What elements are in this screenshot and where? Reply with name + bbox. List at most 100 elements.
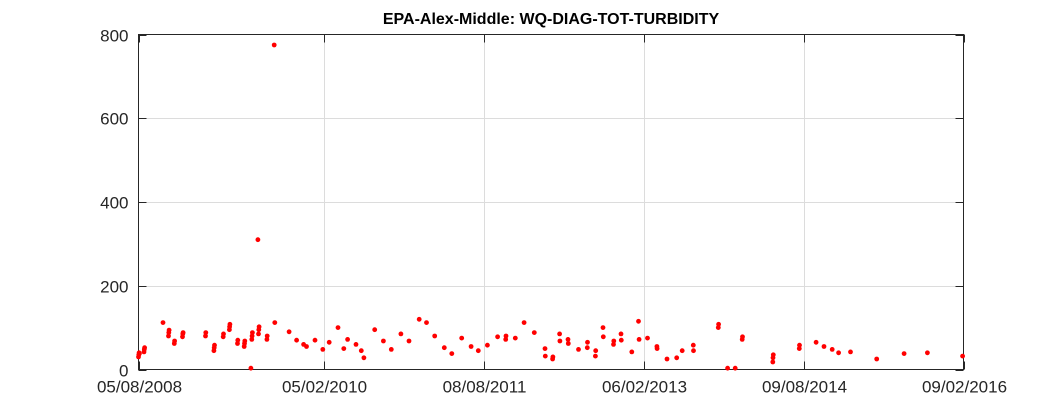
data-point	[398, 331, 404, 337]
data-point	[248, 365, 254, 371]
data-point	[531, 330, 537, 335]
y-tick-label: 200	[100, 278, 128, 297]
x-tick-label: 06/02/2013	[602, 378, 687, 397]
data-point	[716, 321, 721, 327]
data-point	[495, 334, 500, 340]
data-point	[585, 339, 590, 345]
data-point	[725, 365, 730, 371]
data-point	[142, 345, 148, 351]
data-point	[836, 350, 841, 356]
data-point	[521, 320, 527, 325]
data-point	[203, 330, 209, 335]
data-point	[341, 346, 347, 351]
data-point	[272, 320, 278, 325]
data-point	[829, 347, 835, 352]
data-point	[345, 337, 350, 342]
data-point	[813, 339, 819, 345]
data-point	[468, 344, 474, 349]
data-point	[740, 334, 745, 340]
data-point	[796, 346, 802, 351]
data-point	[286, 329, 292, 335]
data-point	[358, 348, 364, 354]
data-point	[304, 344, 309, 349]
data-point	[770, 359, 776, 365]
data-point	[512, 335, 518, 341]
data-point	[212, 342, 217, 348]
data-point	[565, 341, 571, 346]
x-tick-label: 09/02/2016	[922, 378, 1007, 397]
chart-title: EPA-Alex-Middle: WQ-DIAG-TOT-TURBIDITY	[383, 11, 720, 28]
data-point	[235, 337, 241, 343]
data-point	[160, 320, 166, 325]
data-point	[326, 339, 332, 345]
x-tick-label: 09/08/2014	[762, 378, 847, 397]
data-point	[459, 335, 465, 341]
data-point	[256, 331, 261, 337]
data-point	[449, 351, 455, 356]
data-point	[600, 325, 606, 330]
y-tick-label: 400	[100, 194, 128, 213]
data-point	[250, 330, 255, 335]
y-tick-label: 800	[100, 27, 128, 46]
data-point	[960, 353, 965, 359]
data-point	[797, 342, 802, 348]
data-point	[256, 324, 262, 330]
data-point	[691, 348, 696, 354]
data-point	[372, 327, 378, 333]
data-point	[137, 351, 142, 356]
y-tick-label: 0	[119, 362, 128, 381]
data-point	[172, 338, 178, 344]
data-point	[848, 349, 853, 355]
data-point	[618, 337, 624, 343]
x-tick-label: 08/08/2011	[443, 378, 527, 397]
data-point	[441, 345, 447, 351]
data-point	[584, 345, 590, 351]
data-point	[557, 331, 562, 337]
data-point	[690, 342, 696, 348]
data-point	[901, 351, 907, 356]
y-tick-label: 600	[100, 110, 128, 129]
data-point	[576, 347, 581, 352]
data-point	[664, 356, 670, 362]
data-point	[611, 338, 617, 344]
data-point	[221, 331, 226, 337]
data-point	[557, 338, 563, 344]
data-point	[925, 350, 930, 356]
data-point	[320, 347, 326, 352]
data-point	[264, 333, 270, 339]
data-point	[874, 356, 880, 362]
axis-ticks: 05/08/2008 05/02/2010 08/08/2011 06/02/2013…	[97, 27, 1007, 397]
x-tick-label: 05/08/2008	[97, 378, 182, 397]
data-point	[166, 327, 172, 333]
data-point	[271, 42, 277, 48]
data-point	[679, 348, 685, 354]
data-point	[550, 354, 556, 360]
x-tick-label: 05/02/2010	[282, 378, 367, 397]
data-point	[732, 365, 738, 371]
data-point	[180, 330, 186, 335]
data-point	[654, 346, 660, 351]
data-point	[674, 355, 680, 361]
data-point	[406, 338, 412, 344]
data-point	[593, 353, 598, 359]
data-point	[629, 349, 635, 355]
data-point	[227, 321, 233, 327]
data-point	[242, 338, 248, 344]
data-point	[618, 331, 624, 337]
data-point	[821, 344, 827, 349]
data-point	[565, 337, 571, 342]
data-point	[432, 333, 438, 339]
data-points	[136, 42, 965, 371]
data-point	[361, 355, 367, 361]
data-point	[255, 237, 261, 243]
data-point	[485, 342, 490, 348]
data-point	[388, 347, 394, 352]
data-point	[600, 334, 606, 340]
data-point	[335, 325, 341, 330]
data-point	[503, 333, 509, 339]
data-point	[542, 346, 548, 351]
data-point	[770, 352, 776, 358]
data-point	[294, 337, 299, 343]
data-point	[353, 342, 359, 347]
